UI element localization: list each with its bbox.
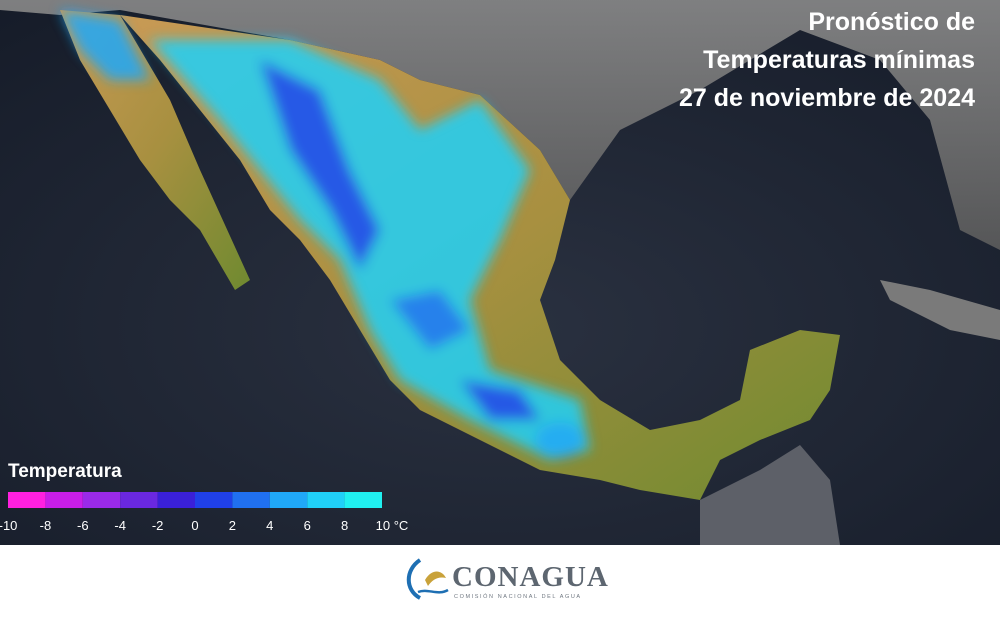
legend-tick-label: -8 xyxy=(40,518,52,533)
legend-swatch xyxy=(8,492,46,508)
legend-tick-label: -4 xyxy=(114,518,126,533)
legend-swatch xyxy=(120,492,158,508)
central-america xyxy=(700,445,840,545)
legend-title: Temperatura xyxy=(8,461,122,482)
legend-tick-label: 4 xyxy=(266,518,273,533)
temperature-field xyxy=(60,10,590,460)
title-line: Pronóstico de xyxy=(808,8,975,36)
legend-tick-label: 0 xyxy=(191,518,198,533)
legend-swatch xyxy=(82,492,121,508)
legend-swatch xyxy=(307,492,345,508)
logo-text: CONAGUA xyxy=(452,561,609,593)
title-line: Temperaturas mínimas xyxy=(703,46,975,74)
legend-tick-label: 10 °C xyxy=(376,518,409,533)
legend-tick-label: 6 xyxy=(304,518,311,533)
legend-tick-label: -6 xyxy=(77,518,89,533)
baja-california xyxy=(60,10,250,290)
legend-tick-label: 2 xyxy=(229,518,236,533)
title-line: 27 de noviembre de 2024 xyxy=(679,84,975,112)
legend-swatch xyxy=(157,492,195,508)
usa-land xyxy=(0,0,1000,250)
legend: -10 -8 -6 -4 -2 0 2 4 6 8 10 °C xyxy=(0,492,408,533)
legend-swatch xyxy=(232,492,270,508)
legend-tick-label: 8 xyxy=(341,518,348,533)
cuba xyxy=(880,280,1000,340)
logo-subtitle: COMISIÓN NACIONAL DEL AGUA xyxy=(454,593,582,600)
legend-swatch xyxy=(195,492,233,508)
legend-swatch xyxy=(269,492,308,508)
legend-swatch xyxy=(45,492,83,508)
legend-swatch xyxy=(344,492,382,508)
footer xyxy=(0,545,1000,619)
title: Pronóstico de Temperaturas mínimas 27 de… xyxy=(679,8,975,112)
legend-tick-label: -10 xyxy=(0,518,17,533)
logo-emblem xyxy=(406,558,449,600)
legend-tick-label: -2 xyxy=(152,518,164,533)
